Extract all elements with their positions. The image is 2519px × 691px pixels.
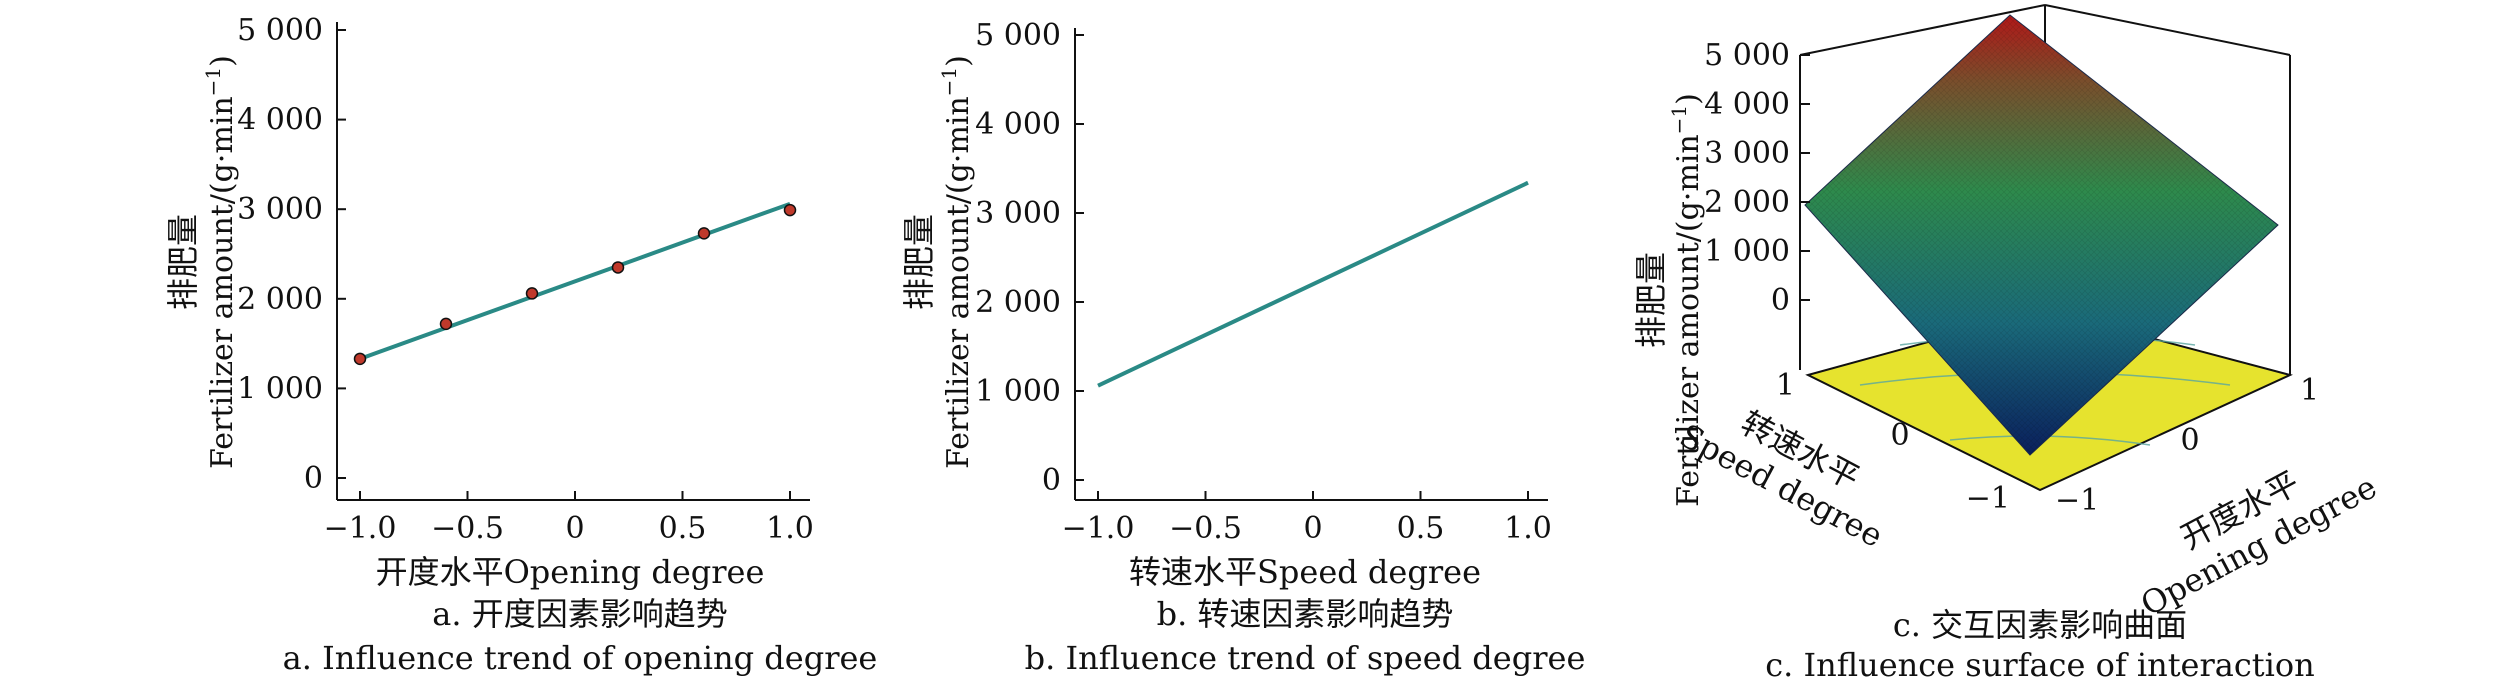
y-tick-label: 3 000: [237, 192, 323, 227]
y-tick-label: 3 000: [975, 196, 1061, 231]
x-tick-label: 0: [1303, 511, 1322, 546]
chart-b-caption-en: b. Influence trend of speed degree: [1025, 639, 1586, 677]
data-point: [525, 287, 539, 300]
data-point: [439, 317, 453, 331]
chart-c-opening-tick: 0: [2180, 423, 2199, 458]
data-point: [697, 227, 711, 240]
y-tick-label: 4 000: [237, 103, 323, 138]
chart-a-caption-cn: a. 开度因素影响趋势: [432, 595, 727, 633]
chart-a-marks: [353, 201, 797, 366]
y-tick-label: 0: [304, 461, 323, 496]
chart-b: 0 1 000 2 000 3 000 4 000 5 000 −1.0 −0.5 0 0.5 1…: [900, 18, 1585, 677]
chart-c-z-label-en: Fertilizer amount/(g·min−1): [1667, 93, 1706, 507]
chart-b-y-label-en: Fertilizer amount/(g·min−1): [937, 55, 976, 469]
chart-c-speed-ticks: 1 0 −1: [1776, 368, 2010, 516]
chart-a-y-label-en: Fertilizer amount/(g·min−1): [201, 55, 240, 469]
chart-b-caption-cn: b. 转速因素影响趋势: [1157, 595, 1454, 633]
y-tick-label: 4 000: [975, 107, 1061, 142]
y-tick-label: 1 000: [237, 371, 323, 406]
chart-c-caption-cn: c. 交互因素影响曲面: [1893, 606, 2187, 644]
chart-a-y-label-cn: 排肥量: [164, 214, 202, 310]
chart-b-y-label-cn: 排肥量: [900, 214, 938, 310]
z-tick-label: 2 000: [1704, 185, 1790, 220]
x-tick-label: −1.0: [324, 511, 397, 546]
chart-c-opening-ticks: −1 0 1: [2055, 373, 2319, 518]
chart-c-speed-tick: 1: [1776, 368, 1795, 403]
y-tick-label: 2 000: [975, 285, 1061, 320]
chart-c-opening-tick: 1: [2300, 373, 2319, 408]
chart-a-caption-en: a. Influence trend of opening degree: [283, 639, 878, 677]
chart-c-caption-en: c. Influence surface of interaction: [1765, 646, 2315, 684]
x-tick-label: 1.0: [766, 511, 814, 546]
chart-a-x-ticks: −1.0 −0.5 0 0.5 1.0: [324, 491, 814, 546]
x-tick-label: 0.5: [659, 511, 707, 546]
z-tick-label: 5 000: [1704, 38, 1790, 73]
data-point: [353, 352, 367, 366]
y-tick-label: 5 000: [237, 13, 323, 48]
z-tick-label: 1 000: [1704, 234, 1790, 269]
chart-a-y-label: 排肥量 Fertilizer amount/(g·min−1): [164, 55, 240, 469]
x-tick-label: 0.5: [1397, 511, 1445, 546]
data-point: [783, 203, 797, 217]
y-tick-label: 1 000: [975, 374, 1061, 409]
chart-c-z-ticks: 0 1 000 2 000 3 000 4 000 5 000: [1704, 38, 1810, 318]
z-tick-label: 4 000: [1704, 87, 1790, 122]
chart-c-surface-mesh: [1805, 15, 2278, 455]
y-tick-label: 2 000: [237, 282, 323, 317]
data-point: [611, 261, 625, 274]
chart-c-opening-label: 开度水平 Opening degree: [2135, 463, 2383, 623]
chart-a: 0 1 000 2 000 3 000 4 000 5 000 −1.0 −0.5 0 0.5 1…: [164, 13, 877, 677]
x-tick-label: −1.0: [1062, 511, 1135, 546]
trend-line: [1097, 180, 1529, 388]
chart-b-x-ticks: −1.0 −0.5 0 0.5 1.0: [1062, 491, 1552, 546]
chart-c-speed-tick: −1: [1966, 481, 2010, 516]
chart-c-opening-tick: −1: [2055, 483, 2099, 518]
chart-b-y-label: 排肥量 Fertilizer amount/(g·min−1): [900, 55, 976, 469]
chart-a-y-ticks: 0 1 000 2 000 3 000 4 000 5 000: [237, 13, 346, 496]
z-tick-label: 0: [1771, 283, 1790, 318]
chart-b-x-label: 转速水平Speed degree: [1129, 553, 1481, 591]
x-tick-label: −0.5: [1169, 511, 1242, 546]
chart-c-z-label: 排肥量 Fertilizer amount/(g·min−1): [1632, 93, 1706, 507]
chart-c: 0 1 000 2 000 3 000 4 000 5 000 排肥量 Fertilize…: [1632, 4, 2383, 684]
x-tick-label: 1.0: [1504, 511, 1552, 546]
chart-c-speed-tick: 0: [1890, 418, 1909, 453]
y-tick-label: 5 000: [975, 18, 1061, 53]
x-tick-label: −0.5: [431, 511, 504, 546]
chart-b-axes: [1074, 28, 1548, 501]
chart-b-y-ticks: 0 1 000 2 000 3 000 4 000 5 000: [975, 18, 1084, 498]
x-tick-label: 0: [565, 511, 584, 546]
chart-a-axes: [336, 22, 810, 501]
chart-c-z-label-cn: 排肥量: [1632, 252, 1670, 348]
y-tick-label: 0: [1042, 463, 1061, 498]
z-tick-label: 3 000: [1704, 136, 1790, 171]
trend-line: [359, 201, 791, 361]
chart-a-x-label: 开度水平Opening degree: [376, 553, 765, 591]
chart-b-marks: [1097, 180, 1529, 388]
